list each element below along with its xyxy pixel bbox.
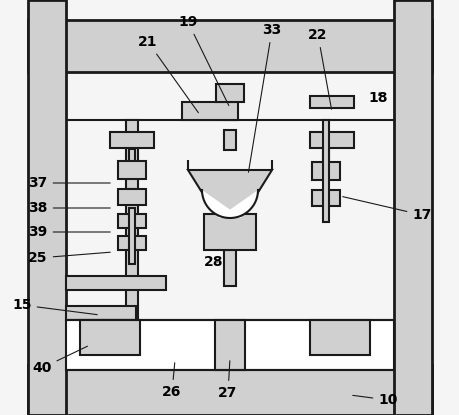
Bar [66,306,136,320]
Text: 18: 18 [368,91,387,105]
Bar [309,96,353,108]
Text: 39: 39 [28,225,110,239]
Bar [80,320,140,355]
Bar [28,20,431,72]
Bar [66,276,166,290]
Bar [216,84,243,102]
Bar [129,149,134,164]
Polygon shape [188,170,271,218]
Bar [393,0,431,415]
Bar [309,132,353,148]
Bar [322,148,328,164]
Text: 15: 15 [12,298,97,315]
Text: 21: 21 [138,35,198,113]
Bar [126,120,138,320]
Text: 22: 22 [308,28,331,109]
Bar [311,162,339,180]
Text: 28: 28 [204,255,223,269]
Bar [129,208,134,264]
Bar [214,320,245,370]
Text: 19: 19 [178,15,228,105]
Text: 17: 17 [342,197,431,222]
Text: 25: 25 [28,251,110,265]
Text: 33: 33 [248,23,281,172]
Text: 40: 40 [32,346,87,375]
Bar [224,250,235,286]
Bar [224,130,235,150]
Text: 37: 37 [28,176,110,190]
Polygon shape [202,190,257,218]
Bar [66,320,393,370]
Bar [110,132,154,148]
Bar [203,214,256,250]
Bar [129,234,134,242]
Bar [322,190,328,198]
Bar [309,320,369,355]
Bar [129,214,134,221]
Bar [118,214,146,228]
Bar [322,120,328,222]
Bar [224,90,235,120]
Bar [118,189,146,205]
Bar [28,365,431,415]
Text: 38: 38 [28,201,110,215]
Bar [28,0,66,415]
Bar [311,190,339,206]
Bar [118,236,146,250]
Text: 10: 10 [352,393,397,407]
Text: 26: 26 [162,363,181,399]
Bar [182,102,237,120]
Text: 27: 27 [218,361,237,400]
Bar [118,161,146,179]
Bar [129,189,134,197]
